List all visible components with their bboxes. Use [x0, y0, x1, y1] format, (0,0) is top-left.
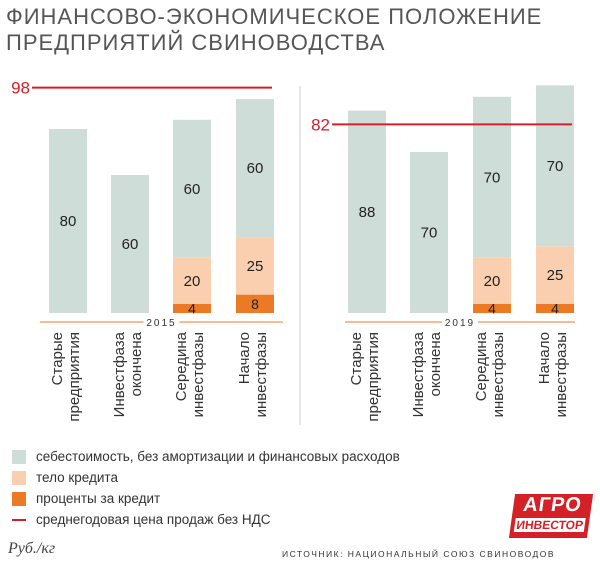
legend-item-interest: проценты за кредит: [12, 488, 400, 509]
category-label-line-2019-1-0: Инвестфаза: [410, 331, 427, 417]
category-label-2015-3: Началоинвестфазы: [236, 332, 270, 417]
category-label-line-2019-2-0: Середина: [473, 331, 490, 401]
bar-loan-2019-3: [536, 246, 574, 304]
category-label-line-2015-0-0: Старые: [49, 332, 66, 385]
category-label-line-2015-1-1: окончена: [128, 331, 145, 396]
bar-cost-2015-2: [173, 119, 211, 258]
bar-interest-2019-2: [473, 303, 511, 313]
bar-loan-2015-3: [236, 237, 274, 295]
category-label-line-2019-1-1: окончена: [427, 331, 444, 396]
bar-cost-2019-3: [536, 85, 574, 247]
logo-text-top: АГРО: [521, 494, 584, 516]
bar-interest-2015-3: [236, 294, 274, 313]
legend-swatch-loan-body: [12, 470, 26, 485]
legend-label-interest: проценты за кредит: [36, 491, 161, 506]
bar-interest-2015-2: [173, 303, 211, 313]
legend-label-loan-body: тело кредита: [36, 470, 118, 485]
label-cost-2019-3: 70: [547, 158, 564, 175]
label-interest-2015-2: 4: [188, 300, 196, 316]
year-label-2019: 2019: [445, 318, 475, 329]
unit-label: Руб./кг: [8, 540, 56, 557]
label-cost-2015-1: 60: [122, 236, 139, 253]
legend-swatch-price-line: [12, 518, 26, 521]
source-note: ИСТОЧНИК: НАЦИОНАЛЬНЫЙ СОЮЗ СВИНОВОДОВ: [282, 549, 556, 559]
chart-title-line-2: ПРЕДПРИЯТИЙ СВИНОВОДСТВА: [6, 30, 386, 55]
price-label-2015: 98: [11, 79, 30, 98]
chart-title-line-1: ФИНАНСОВО-ЭКОНОМИЧЕСКОЕ ПОЛОЖЕНИЕ: [6, 4, 543, 29]
category-label-line-2019-3-0: Начало: [536, 332, 553, 384]
bar-cost-2015-1: [111, 175, 149, 313]
label-loan-2019-3: 25: [547, 267, 564, 284]
category-label-line-2015-2-1: инвестфазы: [190, 332, 207, 417]
label-cost-2019-1: 70: [421, 225, 438, 242]
legend-item-loan-body: тело кредита: [12, 467, 400, 488]
category-label-2015-0: Старыепредприятия: [49, 332, 83, 422]
legend-label-cost: себестоимость, без амортизации и финансо…: [36, 449, 400, 464]
category-label-2019-3: Началоинвестфазы: [536, 332, 570, 417]
logo-text-bottom: ИНВЕСТОР: [513, 518, 586, 532]
category-label-line-2015-3-0: Начало: [236, 332, 253, 384]
bar-cost-2019-1: [410, 152, 448, 313]
bar-interest-2019-3: [536, 303, 574, 313]
category-label-2019-2: Серединаинвестфазы: [473, 331, 507, 417]
category-label-2015-2: Серединаинвестфазы: [173, 331, 207, 417]
category-label-line-2015-0-1: предприятия: [66, 332, 83, 422]
bar-cost-2015-0: [49, 129, 87, 313]
label-interest-2019-3: 4: [551, 300, 559, 316]
bar-loan-2019-2: [473, 257, 511, 304]
label-loan-2015-2: 20: [184, 273, 201, 290]
chart-title: ФИНАНСОВО-ЭКОНОМИЧЕСКОЕ ПОЛОЖЕНИЕ ПРЕДПР…: [6, 4, 542, 56]
category-label-line-2015-1-0: Инвестфаза: [111, 331, 128, 417]
legend-label-price-line: среднегодовая цена продаж без НДС: [36, 512, 271, 527]
label-cost-2019-0: 88: [359, 204, 376, 221]
chart-area: 80Старыепредприятия60Инвестфазаокончена4…: [11, 79, 575, 425]
category-label-2015-1: Инвестфазаокончена: [111, 331, 145, 417]
label-cost-2015-3: 60: [247, 160, 264, 177]
year-label-2015: 2015: [146, 318, 176, 329]
legend-swatch-interest: [12, 491, 26, 506]
category-label-2019-0: Старыепредприятия: [348, 332, 382, 422]
category-label-2019-1: Инвестфазаокончена: [410, 331, 444, 417]
legend: себестоимость, без амортизации и финансо…: [12, 446, 400, 530]
bar-loan-2015-2: [173, 257, 211, 304]
category-label-line-2015-2-0: Середина: [173, 331, 190, 401]
category-label-line-2019-3-1: инвестфазы: [553, 332, 570, 417]
label-interest-2015-3: 8: [251, 296, 259, 312]
label-loan-2015-3: 25: [247, 258, 264, 275]
price-label-2019: 82: [311, 115, 330, 134]
legend-swatch-cost: [12, 449, 26, 464]
label-cost-2015-0: 80: [60, 213, 77, 230]
category-label-line-2019-0-1: предприятия: [365, 332, 382, 422]
category-label-line-2019-0-0: Старые: [348, 332, 365, 385]
legend-item-price-line: среднегодовая цена продаж без НДС: [12, 509, 400, 530]
label-cost-2019-2: 70: [484, 169, 501, 186]
agroinvestor-logo: АГРО ИНВЕСТОР: [508, 494, 594, 538]
category-label-line-2019-2-1: инвестфазы: [490, 332, 507, 417]
label-cost-2015-2: 60: [184, 181, 201, 198]
label-interest-2019-2: 4: [488, 300, 496, 316]
label-loan-2019-2: 20: [484, 273, 501, 290]
legend-item-cost: себестоимость, без амортизации и финансо…: [12, 446, 400, 467]
bar-cost-2019-0: [348, 110, 386, 313]
bar-cost-2015-3: [236, 99, 274, 238]
category-label-line-2015-3-1: инвестфазы: [253, 332, 270, 417]
